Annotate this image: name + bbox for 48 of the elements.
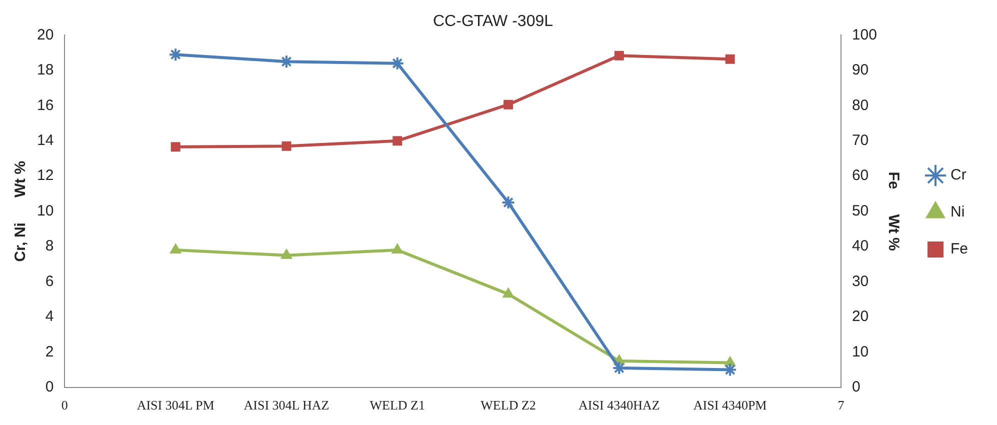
x-tick-label: AISI 304L HAZ	[244, 398, 330, 413]
point	[170, 142, 180, 152]
x-tick-label: AISI 4340PM	[693, 398, 768, 413]
y-tick-label: 4	[45, 308, 54, 326]
x-tick-label: WELD Z2	[480, 398, 536, 413]
y-tick-label: 0	[45, 378, 54, 396]
point	[392, 136, 402, 146]
y-tick-label: 8	[45, 238, 54, 255]
y2-tick-label: 0	[852, 378, 860, 396]
point	[279, 54, 294, 69]
chart-title: CC-GTAW -309L	[432, 13, 554, 30]
point	[392, 244, 404, 254]
y-tick-label: 20	[36, 26, 54, 44]
x-tick-label: 0	[61, 398, 68, 413]
y-tick-label: 6	[45, 272, 54, 290]
y2-tick-label: 70	[852, 132, 869, 149]
legend-label: Fe	[950, 240, 968, 258]
y2-axis-title: Fe Wt %	[884, 172, 902, 251]
point	[170, 244, 182, 254]
y-tick-label: 14	[36, 132, 54, 149]
point	[504, 100, 514, 110]
y2-tick-label: 30	[852, 272, 869, 290]
y2-tick-label: 40	[852, 238, 869, 255]
x-tick-label: AISI 304L PM	[136, 398, 215, 413]
y-tick-label: 12	[36, 167, 54, 184]
y2-tick-label: 20	[852, 308, 869, 326]
y2-tick-label: 10	[852, 343, 869, 360]
y2-tick-label: 90	[852, 62, 869, 79]
legend-label: Ni	[950, 204, 965, 221]
point	[282, 141, 292, 151]
y2-tick-label: 100	[852, 26, 877, 44]
point	[501, 195, 516, 210]
y-tick-label: 16	[36, 96, 54, 114]
point	[614, 50, 624, 60]
point	[725, 54, 735, 64]
y-axis-title: Cr, Ni Wt %	[12, 160, 30, 262]
x-tick-label: WELD Z1	[370, 398, 425, 413]
x-tick-label: AISI 4340HAZ	[578, 398, 660, 413]
y-tick-label: 2	[45, 343, 54, 360]
y2-tick-label: 60	[852, 167, 869, 184]
y-tick-label: 18	[36, 62, 54, 79]
point	[502, 288, 514, 298]
x-tick-label: 7	[838, 398, 845, 413]
y2-tick-label: 80	[852, 96, 869, 114]
y2-tick-label: 50	[852, 202, 869, 220]
y-tick-label: 10	[36, 202, 54, 220]
legend-label: Cr	[950, 166, 966, 184]
point	[280, 248, 292, 259]
